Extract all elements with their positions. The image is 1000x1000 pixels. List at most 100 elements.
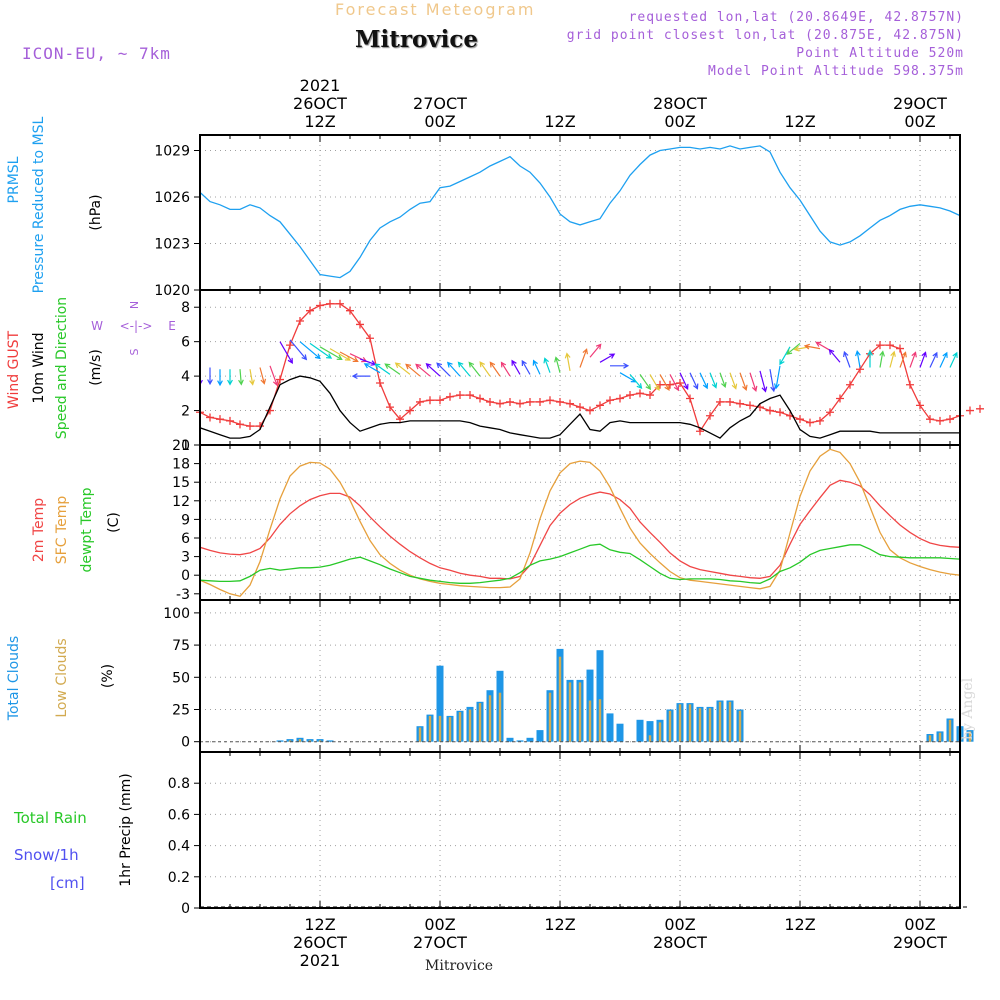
model-name: ICON-EU, ~ 7km <box>22 44 171 63</box>
gust-marker <box>586 406 594 415</box>
wind-direction-arrow <box>207 367 213 386</box>
wind-direction-arrow <box>457 361 471 377</box>
wind-speed-line <box>200 375 960 439</box>
wind-direction-arrow <box>719 372 727 389</box>
gust-marker <box>646 391 654 400</box>
bottom-time-label: 12Z <box>784 915 815 934</box>
panel-label: SFC Temp <box>54 496 70 565</box>
top-time-label: 12Z <box>784 112 815 131</box>
y-tick-label: 21 <box>172 438 190 454</box>
gust-marker <box>526 397 534 406</box>
precip-panel-frame <box>199 751 961 909</box>
gust-marker <box>316 301 324 310</box>
gust-marker <box>506 397 514 406</box>
dewpt-line <box>200 543 960 584</box>
wind-direction-arrow <box>200 367 203 386</box>
gust-marker <box>236 420 244 429</box>
wind-direction-arrow <box>639 374 652 391</box>
low-clouds-bar <box>588 700 592 742</box>
gust-marker <box>336 299 344 308</box>
credit-watermark: by Angel <box>960 677 976 740</box>
wind-direction-arrow <box>436 362 451 377</box>
gust-marker <box>696 427 704 436</box>
compass-arrows: <-|-> <box>120 319 153 333</box>
panel-label: dewpt Temp <box>79 487 95 572</box>
pressure-line <box>200 145 960 279</box>
wind-direction-arrow <box>773 365 781 390</box>
gust-marker <box>706 411 714 420</box>
gust-marker <box>826 408 834 417</box>
wind-direction-arrow <box>879 350 885 368</box>
y-tick-label: 25 <box>172 702 190 718</box>
wind-direction-arrow <box>729 372 738 390</box>
panel-label: Snow/1h <box>14 846 79 864</box>
wind-direction-arrow <box>815 341 831 351</box>
total-clouds-bar <box>596 650 604 742</box>
compass-east-label: E <box>168 319 176 333</box>
total-clouds-bar <box>616 723 624 742</box>
sfc-temp-line <box>200 448 960 598</box>
gust-marker <box>686 394 694 403</box>
gust-marker <box>416 397 424 406</box>
compass-south-label: S <box>128 348 141 355</box>
wind-direction-arrow <box>629 374 643 390</box>
low-clouds-bar <box>288 740 292 742</box>
panel-label: PRMSL <box>6 156 22 203</box>
gust-marker <box>206 413 214 422</box>
top-time-label: 28OCT <box>653 94 707 113</box>
low-clouds-bar <box>468 709 472 742</box>
wind-direction-arrow <box>689 372 699 390</box>
top-time-label: 00Z <box>664 112 695 131</box>
temperature-panel-frame <box>199 444 961 601</box>
low-clouds-bar <box>738 710 742 742</box>
wind-direction-arrow <box>709 372 718 389</box>
wind-direction-arrow <box>786 342 801 355</box>
gust-marker <box>746 401 754 410</box>
gust-marker <box>966 406 974 415</box>
wind-direction-arrow <box>679 372 689 391</box>
y-axis-label: (%) <box>100 664 116 688</box>
y-tick-label: 0 <box>181 901 190 917</box>
y-tick-label: 1020 <box>154 283 190 299</box>
wind-direction-arrow <box>610 362 630 369</box>
wind-direction-arrow <box>227 369 233 386</box>
panel-label: Low Clouds <box>54 638 70 717</box>
panel-label: [cm] <box>50 874 85 892</box>
wind-direction-arrow <box>909 351 917 368</box>
y-axis-label: (C) <box>106 512 122 533</box>
low-clouds-bar <box>598 699 602 742</box>
gust-marker <box>616 394 624 403</box>
y-tick-label: 0 <box>181 568 190 584</box>
total-clouds-bar <box>646 721 654 742</box>
y-tick-label: 6 <box>181 335 190 351</box>
total-clouds-bar <box>516 740 524 742</box>
point-altitude: Point Altitude 520m <box>796 46 964 61</box>
wind-direction-arrow <box>289 339 308 361</box>
total-clouds-bar <box>316 739 324 742</box>
low-clouds-bar <box>968 731 972 742</box>
gust-marker <box>476 394 484 403</box>
total-clouds-bar <box>606 713 614 742</box>
panel-label: Pressure Reduced to MSL <box>31 116 47 293</box>
panel-label: Total Clouds <box>6 636 22 721</box>
top-time-label: 2021 <box>300 76 341 95</box>
wind-direction-arrow <box>919 351 927 368</box>
bottom-time-label: 12Z <box>544 915 575 934</box>
low-clouds-bar <box>578 682 582 742</box>
bottom-time-label: 00Z <box>664 915 695 934</box>
wind-direction-arrow <box>511 359 521 375</box>
gust-marker <box>926 415 934 424</box>
wind-direction-arrow <box>949 351 958 368</box>
gust-marker <box>356 320 364 329</box>
low-clouds-bar <box>298 739 302 742</box>
wind-direction-arrow <box>468 361 481 377</box>
location-title: Mitrovice <box>355 26 479 53</box>
y-tick-label: 0 <box>181 438 190 454</box>
gust-marker <box>896 344 904 353</box>
gust-marker <box>516 399 524 408</box>
bottom-time-label: 00Z <box>424 915 455 934</box>
top-time-label: 12Z <box>304 112 335 131</box>
y-tick-label: 100 <box>163 606 190 622</box>
bottom-time-label: 29OCT <box>893 933 947 952</box>
gust-marker <box>946 415 954 424</box>
